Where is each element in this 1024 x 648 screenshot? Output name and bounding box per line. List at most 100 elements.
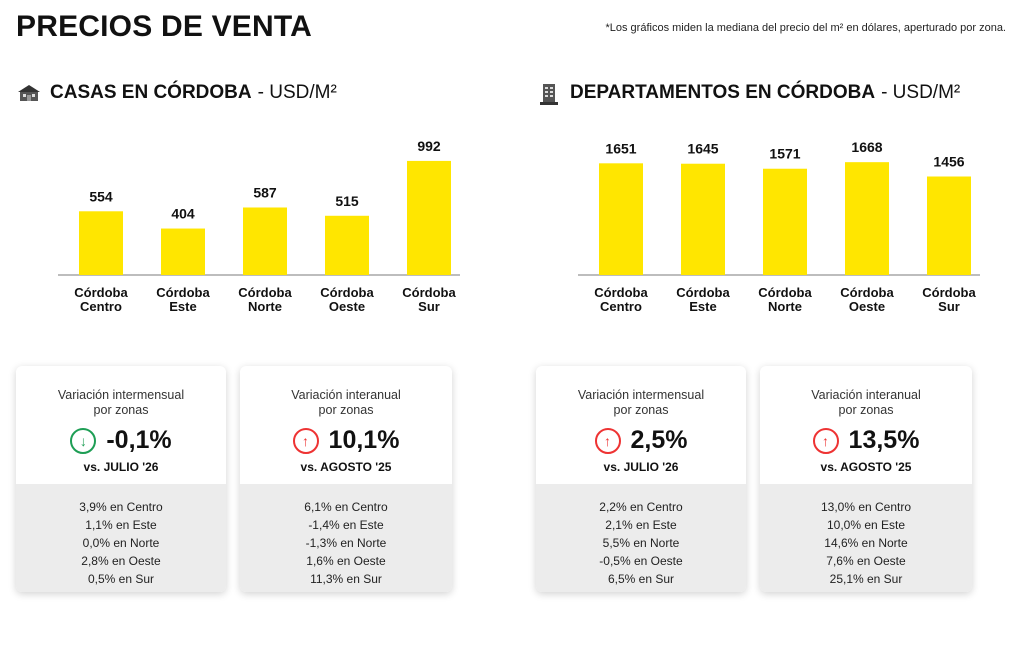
bar [407, 160, 451, 275]
category-tick-label: Córdoba [74, 285, 128, 300]
chart-title-text: CASAS EN CÓRDOBA [50, 82, 252, 103]
zone-row: 3,9% en Centro [79, 500, 163, 514]
zone-list: 2,2% en Centro 2,1% en Este 5,5% en Nort… [536, 484, 746, 592]
card-casas-interanual: Variación interanual por zonas ↑ 10,1% v… [240, 366, 452, 592]
category-tick-label: Córdoba [758, 285, 812, 300]
zone-row: 14,6% en Norte [824, 536, 908, 550]
category-tick-label: Córdoba [402, 285, 456, 300]
bar-chart-casas: 554CórdobaCentro404CórdobaEste587Córdoba… [58, 138, 460, 314]
data-label: 587 [253, 184, 277, 200]
zone-row: 6,5% en Sur [607, 572, 675, 586]
zone-row: 2,1% en Este [605, 518, 677, 532]
house-icon [18, 83, 40, 103]
zone-row: 1,6% en Oeste [306, 554, 386, 568]
category-tick-label: Centro [600, 299, 642, 314]
page-title: PRECIOS DE VENTA [16, 10, 313, 43]
zone-row: 11,3% en Sur [310, 572, 382, 586]
category-tick-label: Córdoba [922, 285, 976, 300]
card-subtitle: Variación interanual [291, 388, 401, 402]
category-tick-label: Córdoba [320, 285, 374, 300]
zone-row: 13,0% en Centro [820, 500, 912, 514]
card-subtitle: por zonas [838, 403, 894, 417]
zone-row: 0,0% en Norte [82, 536, 160, 550]
zone-row: 2,8% en Oeste [81, 554, 161, 568]
zone-row: 10,0% en Este [826, 518, 906, 532]
card-subtitle: por zonas [318, 403, 374, 417]
data-label: 992 [417, 138, 441, 154]
card-departamentos-intermensual: Variación intermensual por zonas ↑ 2,5% … [536, 366, 746, 592]
data-label: 515 [335, 193, 359, 209]
data-label: 1668 [851, 139, 882, 155]
zone-list: 3,9% en Centro 1,1% en Este 0,0% en Nort… [16, 484, 226, 592]
bar [845, 162, 889, 275]
category-tick-label: Sur [938, 299, 960, 314]
zone-list: 6,1% en Centro -1,4% en Este -1,3% en No… [240, 484, 452, 592]
category-tick-label: Córdoba [156, 285, 210, 300]
zone-row: 6,1% en Centro [304, 500, 388, 514]
variation-value: 13,5% [848, 426, 920, 454]
bar [161, 228, 205, 275]
zone-list: 13,0% en Centro 10,0% en Este 14,6% en N… [760, 484, 972, 592]
zone-row: 5,5% en Norte [602, 536, 680, 550]
comparison-period: vs. AGOSTO '25 [820, 460, 912, 474]
comparison-period: vs. JULIO '26 [83, 460, 159, 474]
arrow-up-icon: ↑ [292, 427, 319, 454]
category-tick-label: Córdoba [594, 285, 648, 300]
card-subtitle: por zonas [93, 403, 149, 417]
category-tick-label: Sur [418, 299, 440, 314]
category-tick-label: Córdoba [238, 285, 292, 300]
bar [79, 211, 123, 275]
data-label: 1456 [933, 154, 964, 170]
chart-title-departamentos: DEPARTAMENTOS EN CÓRDOBA - USD/M² [538, 82, 961, 105]
data-label: 1651 [605, 140, 636, 156]
zone-row: -1,3% en Norte [305, 536, 387, 550]
category-tick-label: Centro [80, 299, 122, 314]
card-subtitle: Variación intermensual [57, 388, 185, 402]
category-tick-label: Norte [768, 299, 802, 314]
bar [763, 168, 807, 275]
arrow-down-icon: ↓ [70, 427, 97, 454]
zone-row: 1,1% en Este [85, 518, 157, 532]
chart-unit: - USD/M² [881, 82, 961, 103]
building-icon [538, 83, 560, 105]
bar [243, 207, 287, 275]
zone-row: 2,2% en Centro [599, 500, 683, 514]
card-subtitle: Variación interanual [811, 388, 921, 402]
arrow-up-icon: ↑ [594, 427, 621, 454]
data-label: 1645 [687, 141, 718, 157]
category-tick-label: Norte [248, 299, 282, 314]
comparison-period: vs. AGOSTO '25 [300, 460, 392, 474]
zone-row: 25,1% en Sur [829, 572, 903, 586]
category-tick-label: Córdoba [840, 285, 894, 300]
category-tick-label: Oeste [849, 299, 885, 314]
chart-title-text: DEPARTAMENTOS EN CÓRDOBA [570, 82, 876, 103]
bar-chart-departamentos: 1651CórdobaCentro1645CórdobaEste1571Córd… [578, 139, 980, 314]
comparison-period: vs. JULIO '26 [603, 460, 679, 474]
chart-unit: - USD/M² [257, 82, 337, 103]
variation-value: 10,1% [328, 426, 400, 454]
category-tick-label: Oeste [329, 299, 365, 314]
bar [927, 176, 971, 275]
variation-value: 2,5% [630, 426, 688, 454]
bar [599, 163, 643, 275]
card-departamentos-interanual: Variación interanual por zonas ↑ 13,5% v… [760, 366, 972, 592]
zone-row: -0,5% en Oeste [599, 554, 683, 568]
data-label: 404 [171, 206, 195, 222]
data-label: 554 [89, 188, 113, 204]
card-subtitle: Variación intermensual [577, 388, 705, 402]
category-tick-label: Este [689, 299, 716, 314]
zone-row: 0,5% en Sur [87, 572, 155, 586]
variation-value: -0,1% [106, 426, 172, 454]
bar [681, 163, 725, 275]
card-subtitle: por zonas [613, 403, 669, 417]
category-tick-label: Córdoba [676, 285, 730, 300]
category-tick-label: Este [169, 299, 196, 314]
zone-row: 7,6% en Oeste [826, 554, 906, 568]
card-casas-intermensual: Variación intermensual por zonas ↓ -0,1%… [16, 366, 226, 592]
arrow-up-icon: ↑ [812, 427, 839, 454]
zone-row: -1,4% en Este [308, 518, 384, 532]
data-label: 1571 [769, 146, 800, 162]
bar [325, 215, 369, 275]
footnote: *Los gráficos miden la mediana del preci… [605, 22, 1006, 34]
chart-title-casas: CASAS EN CÓRDOBA - USD/M² [18, 82, 337, 104]
